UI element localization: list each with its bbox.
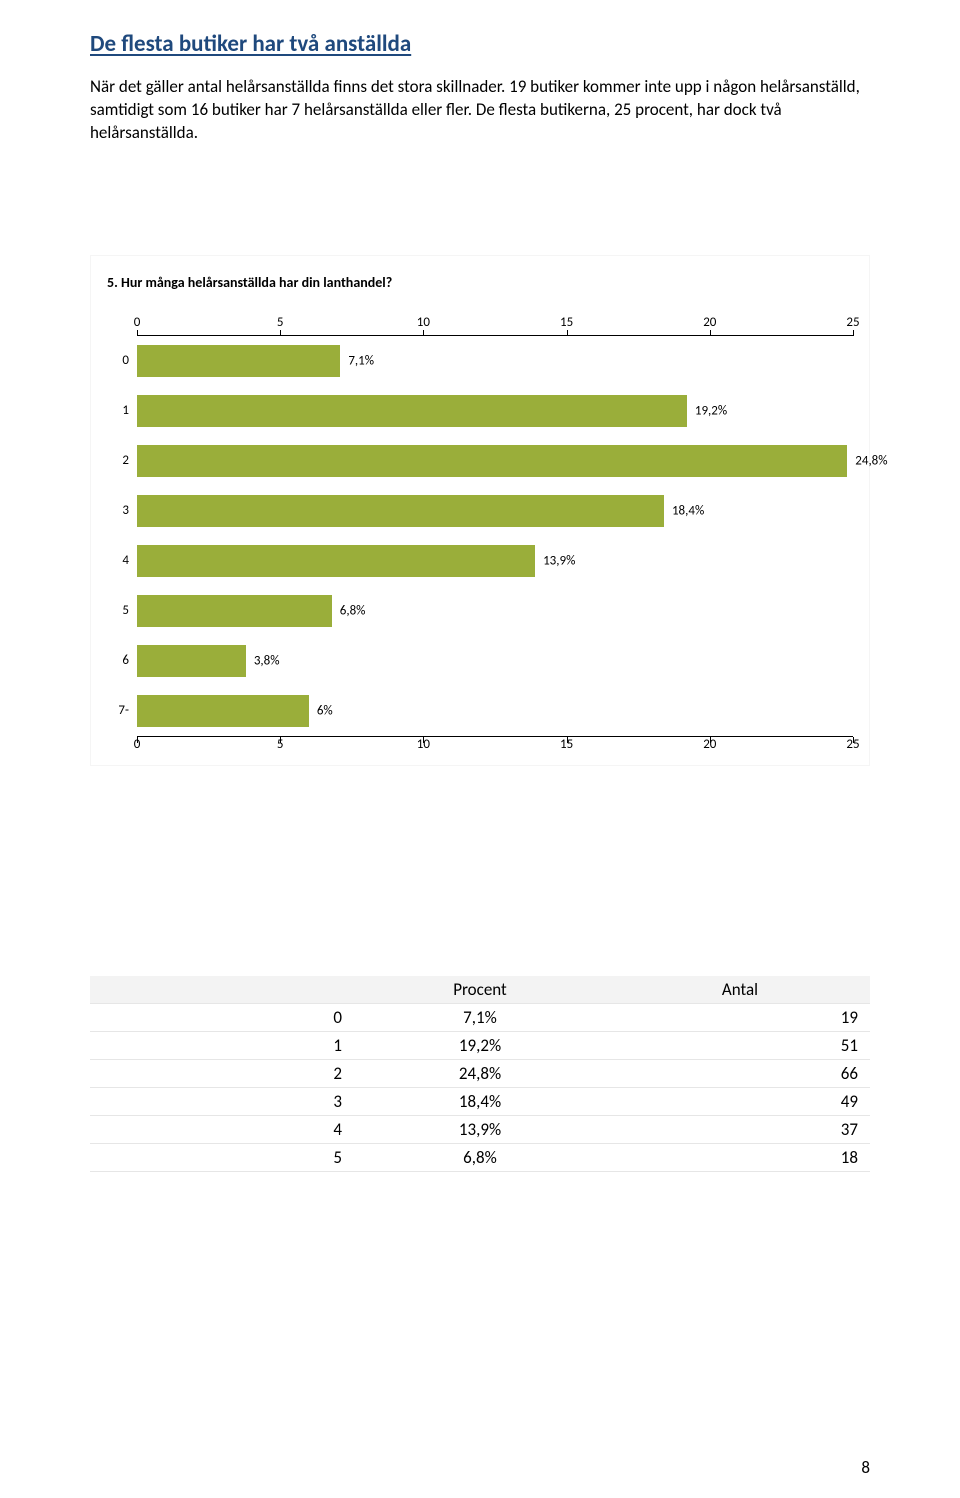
y-axis-label: 6 xyxy=(107,653,137,668)
table-cell-category: 3 xyxy=(90,1087,350,1115)
x-tick-label: 5 xyxy=(277,737,284,752)
y-axis-label: 5 xyxy=(107,603,137,618)
x-tick-label: 20 xyxy=(703,737,716,752)
bar: 6% xyxy=(137,695,309,727)
x-tick-label: 25 xyxy=(846,737,859,752)
bar-row: 224,8% xyxy=(107,436,853,486)
y-axis-label: 0 xyxy=(107,353,137,368)
bar-row: 413,9% xyxy=(107,536,853,586)
bar: 19,2% xyxy=(137,395,687,427)
table-cell-antal: 37 xyxy=(610,1115,870,1143)
table-cell-antal: 51 xyxy=(610,1031,870,1059)
bar-track: 19,2% xyxy=(137,386,853,436)
bar: 7,1% xyxy=(137,345,340,377)
bar: 6,8% xyxy=(137,595,332,627)
bar-value-label: 6,8% xyxy=(340,603,366,618)
table-row: 224,8%66 xyxy=(90,1059,870,1087)
table-row: 07,1%19 xyxy=(90,1003,870,1031)
bar-track: 7,1% xyxy=(137,336,853,386)
x-tick-label: 5 xyxy=(277,315,284,330)
page: De flesta butiker har två anställda När … xyxy=(0,0,960,1498)
y-axis-label: 3 xyxy=(107,503,137,518)
table-cell-category: 2 xyxy=(90,1059,350,1087)
table-cell-procent: 7,1% xyxy=(350,1003,610,1031)
table-cell-procent: 24,8% xyxy=(350,1059,610,1087)
bar-row: 318,4% xyxy=(107,486,853,536)
bar-row: 63,8% xyxy=(107,636,853,686)
bar: 18,4% xyxy=(137,495,664,527)
body-paragraph: När det gäller antal helårsanställda fin… xyxy=(90,76,870,145)
bar-row: 56,8% xyxy=(107,586,853,636)
bar: 13,9% xyxy=(137,545,535,577)
table-cell-category: 4 xyxy=(90,1115,350,1143)
table-cell-procent: 6,8% xyxy=(350,1143,610,1171)
bar-track: 6,8% xyxy=(137,586,853,636)
bar: 24,8% xyxy=(137,445,847,477)
bar-track: 6% xyxy=(137,686,853,736)
table-header-blank xyxy=(90,976,350,1004)
bar-value-label: 19,2% xyxy=(695,403,727,418)
table-cell-procent: 18,4% xyxy=(350,1087,610,1115)
x-tick-label: 10 xyxy=(417,315,430,330)
x-axis-bottom: 0510152025 xyxy=(107,737,853,757)
bar-track: 24,8% xyxy=(137,436,853,486)
y-axis-label: 1 xyxy=(107,403,137,418)
bar-row: 07,1% xyxy=(107,336,853,386)
data-table: Procent Antal 07,1%19119,2%51224,8%66318… xyxy=(90,976,870,1172)
table-header-antal: Antal xyxy=(610,976,870,1004)
bar-value-label: 6% xyxy=(317,703,333,718)
chart-container: 5. Hur många helårsanställda har din lan… xyxy=(90,255,870,766)
chart-title: 5. Hur många helårsanställda har din lan… xyxy=(107,274,853,291)
bar-track: 18,4% xyxy=(137,486,853,536)
y-axis-label: 4 xyxy=(107,553,137,568)
x-tick-label: 15 xyxy=(560,315,573,330)
bar-value-label: 18,4% xyxy=(672,503,704,518)
bar-value-label: 24,8% xyxy=(855,453,887,468)
x-tick-label: 20 xyxy=(703,315,716,330)
bar-row: 7-6% xyxy=(107,686,853,736)
y-axis-label: 2 xyxy=(107,453,137,468)
table-cell-category: 1 xyxy=(90,1031,350,1059)
x-tick-label: 15 xyxy=(560,737,573,752)
bar-track: 3,8% xyxy=(137,636,853,686)
table-cell-category: 5 xyxy=(90,1143,350,1171)
table-row: 318,4%49 xyxy=(90,1087,870,1115)
table-row: 56,8%18 xyxy=(90,1143,870,1171)
bar: 3,8% xyxy=(137,645,246,677)
section-heading: De flesta butiker har två anställda xyxy=(90,30,870,58)
table-cell-antal: 18 xyxy=(610,1143,870,1171)
chart-area: 0510152025 07,1%119,2%224,8%318,4%413,9%… xyxy=(107,315,853,757)
y-axis-label: 7- xyxy=(107,703,137,718)
table-cell-antal: 49 xyxy=(610,1087,870,1115)
table-cell-category: 0 xyxy=(90,1003,350,1031)
table-header-row: Procent Antal xyxy=(90,976,870,1004)
x-tick-label: 0 xyxy=(134,315,141,330)
x-tick-mark xyxy=(853,330,854,336)
x-axis-top: 0510152025 xyxy=(107,315,853,335)
bar-track: 13,9% xyxy=(137,536,853,586)
table-cell-procent: 19,2% xyxy=(350,1031,610,1059)
x-tick-label: 0 xyxy=(134,737,141,752)
x-tick-label: 10 xyxy=(417,737,430,752)
table-cell-antal: 66 xyxy=(610,1059,870,1087)
bar-value-label: 13,9% xyxy=(543,553,575,568)
bar-row: 119,2% xyxy=(107,386,853,436)
table-row: 119,2%51 xyxy=(90,1031,870,1059)
table-cell-antal: 19 xyxy=(610,1003,870,1031)
table-cell-procent: 13,9% xyxy=(350,1115,610,1143)
page-number: 8 xyxy=(861,1457,870,1478)
bar-value-label: 7,1% xyxy=(348,353,374,368)
table-header-procent: Procent xyxy=(350,976,610,1004)
bars-plot: 07,1%119,2%224,8%318,4%413,9%56,8%63,8%7… xyxy=(107,336,853,736)
bar-value-label: 3,8% xyxy=(254,653,280,668)
table-row: 413,9%37 xyxy=(90,1115,870,1143)
x-tick-label: 25 xyxy=(846,315,859,330)
